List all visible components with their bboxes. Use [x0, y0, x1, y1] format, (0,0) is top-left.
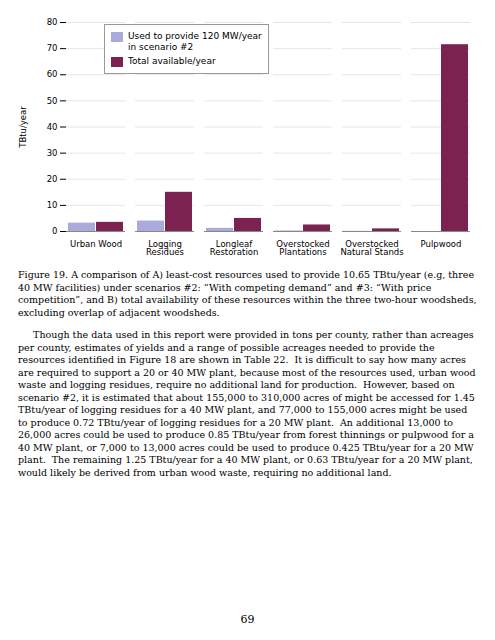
- svg-text:30: 30: [47, 148, 58, 158]
- svg-text:50: 50: [47, 96, 58, 106]
- svg-text:20: 20: [47, 174, 58, 184]
- html-text:Figure 19. A comparison of A): Figure 19. A comparison of A) least-cost…: [18, 269, 477, 318]
- html-text:Total available/year: Total available/year: [128, 55, 216, 66]
- svg-text:0: 0: [52, 226, 57, 236]
- svg-text:80: 80: [47, 17, 58, 27]
- svg-text:10: 10: [47, 200, 58, 210]
- html-text:Though the data used in this r: Though the data used in this report were…: [18, 329, 479, 478]
- html-text:Used to provide 120 MW/year in: Used to provide 120 MW/year in scenario …: [128, 31, 262, 53]
- svg-text:Pulpwood: Pulpwood: [421, 239, 462, 249]
- svg-text:40: 40: [47, 122, 58, 132]
- svg-text:OverstockedNatural Stands: OverstockedNatural Stands: [340, 239, 404, 258]
- svg-text:LongleafRestoration: LongleafRestoration: [210, 239, 259, 258]
- svg-text:TBtu/year: TBtu/year: [18, 106, 28, 149]
- html-text:69: 69: [240, 613, 255, 626]
- svg-text:LoggingResidues: LoggingResidues: [146, 239, 185, 258]
- svg-text:70: 70: [47, 43, 58, 53]
- svg-text:60: 60: [47, 69, 58, 79]
- svg-text:Urban Wood: Urban Wood: [70, 239, 122, 249]
- svg-text:OverstockedPlantations: OverstockedPlantations: [276, 239, 329, 258]
